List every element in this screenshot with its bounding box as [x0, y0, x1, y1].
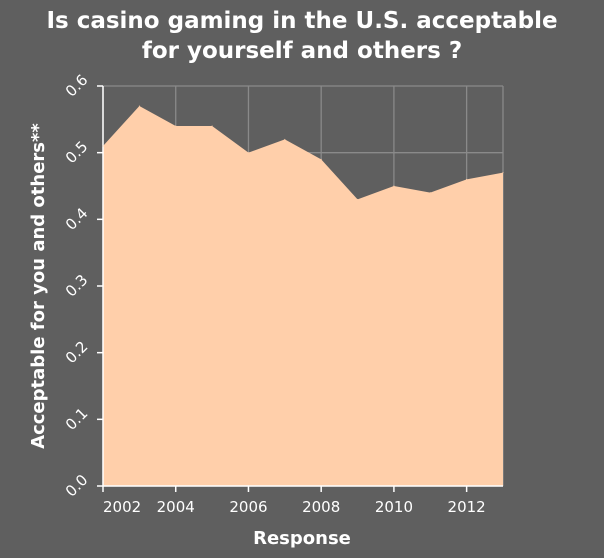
x-tick-label: 2008 — [302, 498, 340, 516]
data-point — [138, 105, 140, 107]
data-point — [357, 198, 359, 200]
data-point — [247, 152, 249, 154]
data-point — [320, 158, 322, 160]
y-tick-label: 0.3 — [62, 271, 92, 301]
data-points — [102, 105, 504, 200]
y-axis-ticks: 0.0 0.1 0.2 0.3 0.4 0.5 0.6 — [62, 71, 103, 501]
y-axis-label: Acceptable for you and others** — [28, 123, 49, 449]
y-tick-label: 0.5 — [62, 138, 92, 168]
x-tick-label: 2004 — [157, 498, 195, 516]
data-point — [102, 145, 104, 147]
y-tick-label: 0.0 — [62, 471, 92, 501]
data-point — [175, 125, 177, 127]
y-tick-label: 0.6 — [62, 71, 92, 101]
data-point — [284, 138, 286, 140]
y-tick-label: 0.1 — [62, 404, 92, 434]
x-axis-ticks: 2002 2004 2006 2008 2010 2012 — [102, 486, 486, 516]
chart-title-line-1: Is casino gaming in the U.S. acceptable — [46, 8, 558, 34]
x-tick-label: 2010 — [375, 498, 413, 516]
y-tick-label: 0.2 — [62, 338, 92, 368]
area-series — [103, 106, 503, 486]
data-point — [502, 172, 504, 174]
data-point — [429, 192, 431, 194]
data-point — [211, 125, 213, 127]
x-tick-label: 2012 — [448, 498, 486, 516]
data-point — [466, 178, 468, 180]
data-point — [393, 185, 395, 187]
x-tick-label: 2006 — [229, 498, 267, 516]
chart-title-line-2: for yourself and others ? — [141, 38, 463, 64]
x-axis-label: Response — [253, 528, 351, 549]
chart-title: Is casino gaming in the U.S. acceptable … — [0, 6, 604, 66]
y-tick-label: 0.4 — [62, 204, 92, 234]
x-tick-label: 2002 — [103, 498, 141, 516]
